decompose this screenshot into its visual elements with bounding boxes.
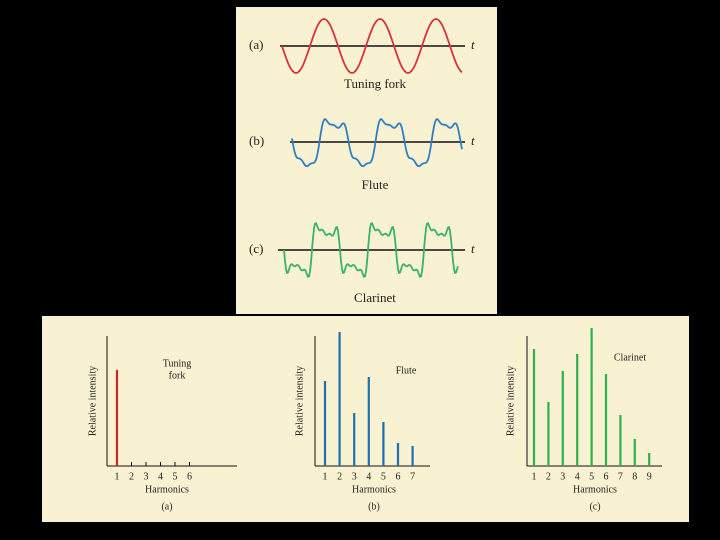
x-tick-label: 4: [158, 471, 163, 482]
x-tick-label: 6: [396, 471, 401, 482]
bar: [323, 381, 327, 466]
caption: (b): [368, 501, 380, 512]
bar: [648, 453, 651, 466]
x-tick-label: 7: [618, 471, 623, 482]
bar: [382, 422, 385, 466]
y-axis-label: Relative intensity: [505, 366, 516, 436]
x-tick-label: 1: [115, 471, 120, 482]
chart-title: Clarinet: [614, 352, 646, 363]
axis-label: t: [471, 241, 475, 256]
chart-title: fork: [169, 370, 186, 381]
bar: [367, 377, 370, 466]
chart-title: Tuning: [163, 358, 192, 369]
bar: [590, 328, 593, 466]
waveform: [283, 221, 459, 279]
x-axis-label: Harmonics: [573, 484, 617, 495]
x-tick-label: 9: [647, 471, 652, 482]
x-tick-label: 8: [632, 471, 637, 482]
bar: [353, 413, 356, 466]
waveform: [291, 118, 463, 168]
wave-name: Tuning fork: [344, 76, 407, 91]
x-tick-label: 7: [410, 471, 415, 482]
x-tick-label: 5: [589, 471, 594, 482]
x-tick-label: 2: [337, 471, 342, 482]
bar: [604, 374, 608, 466]
x-tick-label: 6: [187, 471, 192, 482]
wave-name: Flute: [362, 177, 389, 192]
bar: [576, 354, 579, 466]
bar: [561, 371, 564, 466]
wave-label: (c): [249, 241, 263, 256]
x-tick-label: 4: [575, 471, 580, 482]
x-tick-label: 3: [144, 471, 149, 482]
x-tick-label: 2: [546, 471, 551, 482]
x-tick-label: 6: [604, 471, 609, 482]
bar: [532, 349, 536, 466]
waveform: [281, 18, 463, 74]
x-tick-label: 5: [173, 471, 178, 482]
wave-name: Clarinet: [354, 290, 396, 305]
y-axis-label: Relative intensity: [87, 366, 98, 436]
bar: [396, 443, 400, 466]
caption: (c): [589, 501, 600, 512]
spectrum-panel: [42, 316, 689, 522]
x-tick-label: 5: [381, 471, 386, 482]
axis-label: t: [471, 133, 475, 148]
bar: [115, 370, 119, 466]
x-axis-label: Harmonics: [352, 484, 396, 495]
x-tick-label: 2: [129, 471, 134, 482]
x-tick-label: 3: [560, 471, 565, 482]
x-tick-label: 4: [366, 471, 371, 482]
bar: [411, 446, 414, 466]
caption: (a): [161, 501, 172, 512]
axis-label: t: [471, 37, 475, 52]
bar: [338, 332, 341, 466]
bar: [619, 415, 622, 466]
y-axis-label: Relative intensity: [294, 366, 305, 436]
wave-label: (a): [249, 37, 263, 52]
bar: [547, 402, 550, 466]
x-tick-label: 1: [532, 471, 537, 482]
x-tick-label: 3: [352, 471, 357, 482]
bar: [633, 439, 636, 466]
wave-label: (b): [249, 133, 264, 148]
x-tick-label: 1: [323, 471, 328, 482]
x-axis-label: Harmonics: [145, 484, 189, 495]
chart-title: Flute: [396, 365, 417, 376]
